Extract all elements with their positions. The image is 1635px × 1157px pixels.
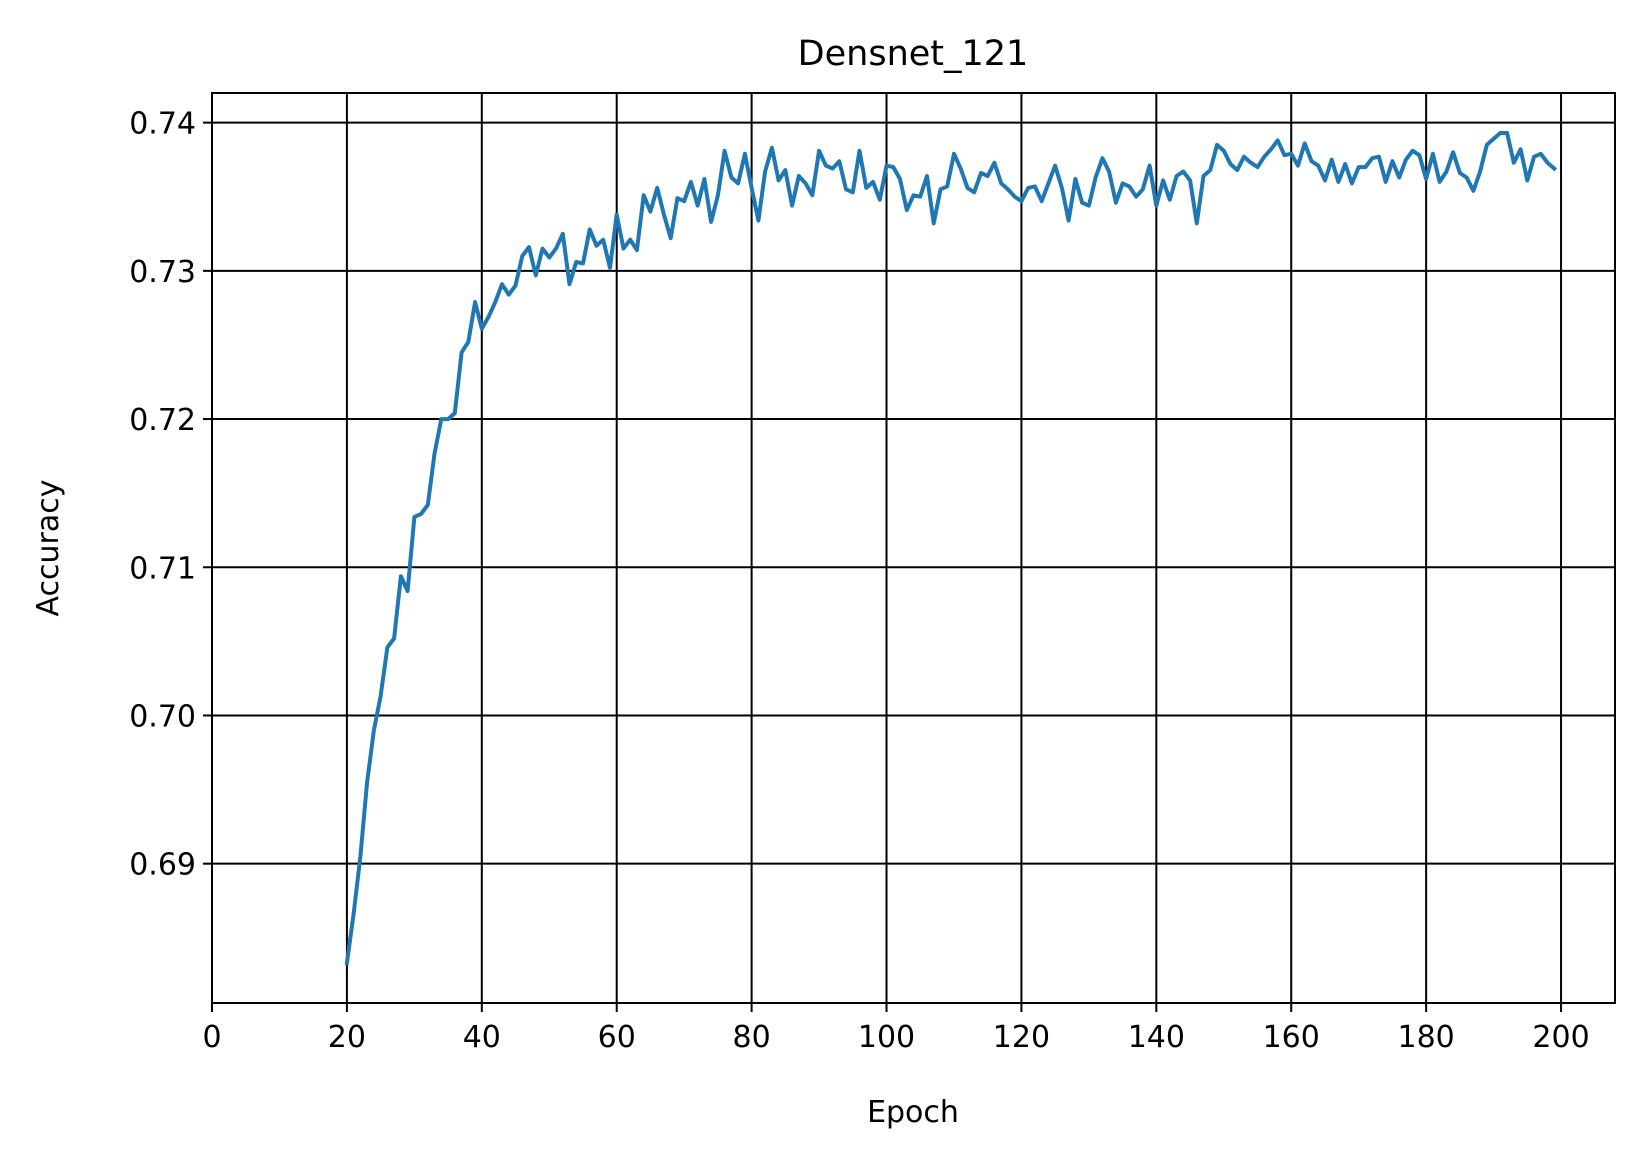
- x-tick-label: 140: [1128, 1020, 1185, 1055]
- chart-title: Densnet_121: [798, 34, 1029, 74]
- x-tick-label: 200: [1532, 1020, 1589, 1055]
- plot-frame: [211, 92, 1616, 1004]
- x-tick-label: 160: [1263, 1020, 1320, 1055]
- y-axis-label: Accuracy: [31, 480, 66, 617]
- y-tick-label: 0.71: [129, 551, 196, 586]
- grid-lines: [212, 93, 1615, 1003]
- x-tick-label: 180: [1398, 1020, 1455, 1055]
- y-tick-label: 0.70: [129, 699, 196, 734]
- x-axis-label: Epoch: [867, 1095, 959, 1130]
- x-tick-label: 80: [733, 1020, 771, 1055]
- y-tick-label: 0.73: [129, 255, 196, 290]
- x-tick-label: 60: [598, 1020, 636, 1055]
- x-tick-label: 20: [328, 1020, 366, 1055]
- y-tick-label: 0.69: [129, 848, 196, 883]
- x-tick-label: 100: [858, 1020, 915, 1055]
- x-tick-label: 40: [463, 1020, 501, 1055]
- y-tick-label: 0.74: [129, 107, 196, 142]
- x-tick-label: 0: [202, 1020, 221, 1055]
- series-group: [344, 131, 1558, 966]
- y-axis-ticks: 0.69 0.70 0.71 0.72 0.73 0.74: [129, 107, 212, 883]
- y-tick-label: 0.72: [129, 403, 196, 438]
- plot-area: [212, 93, 1615, 1003]
- accuracy-series-line: [344, 131, 1558, 966]
- x-axis-ticks: 0 20 40 60 80 100 120 140 160 180 200: [202, 1003, 1590, 1055]
- x-tick-label: 120: [993, 1020, 1050, 1055]
